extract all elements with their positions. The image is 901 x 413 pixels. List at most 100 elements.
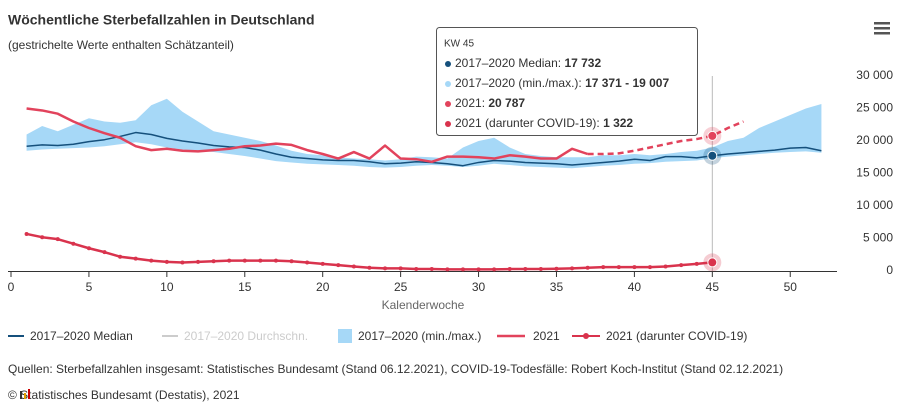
point-marker (554, 266, 559, 271)
tooltip-row: 2017–2020 Median: 17 732 (455, 56, 601, 70)
point-marker (55, 237, 60, 242)
point-marker (585, 265, 590, 270)
point-marker (211, 259, 216, 264)
point-marker (336, 263, 341, 268)
y-tick-label: 30 000 (856, 68, 893, 82)
x-tick-label: 15 (238, 280, 252, 294)
point-marker (71, 241, 76, 246)
point-marker (647, 265, 652, 270)
tooltip-dot (445, 61, 451, 67)
x-tick-label: 35 (550, 280, 564, 294)
x-tick-label: 45 (706, 280, 720, 294)
y-tick-label: 5 000 (863, 231, 893, 245)
point-marker (164, 259, 169, 264)
point-marker (24, 231, 29, 236)
series-line (26, 232, 713, 271)
x-tick-label: 50 (784, 280, 798, 294)
hover-point (707, 150, 718, 161)
x-tick-label: 10 (160, 280, 174, 294)
tooltip-value: 17 732 (564, 56, 601, 70)
point-marker (227, 258, 232, 263)
chart-subtitle: (gestrichelte Werte enthalten Schätzante… (8, 38, 234, 52)
x-tick-label: 30 (472, 280, 486, 294)
point-marker (429, 267, 434, 272)
point-marker (180, 260, 185, 265)
point-marker (570, 266, 575, 271)
point-marker (460, 267, 465, 272)
series-line (587, 120, 744, 156)
y-tick-label: 10 000 (856, 198, 893, 212)
x-tick-label: 5 (86, 280, 93, 294)
tooltip-label: 2017–2020 (min./max.): (455, 76, 585, 90)
point-marker (40, 235, 45, 240)
point-marker (102, 250, 107, 255)
y-tick-label: 25 000 (856, 101, 893, 115)
series-line (26, 131, 822, 167)
copyright: © Statistisches Bundesamt (Destatis), 20… (8, 388, 240, 402)
point-marker (632, 265, 637, 270)
menu-bar (874, 27, 890, 30)
tooltip-row: 2021: 20 787 (455, 96, 525, 110)
tooltip: KW 45 2017–2020 Median: 17 732 2017–2020 (… (436, 27, 698, 136)
x-axis-label: Kalenderwoche (382, 298, 465, 312)
tooltip-value: 17 371 - 19 007 (585, 76, 669, 90)
point-marker (414, 267, 419, 272)
point-marker (320, 261, 325, 266)
logo (20, 391, 22, 399)
point-marker (601, 265, 606, 270)
tooltip-row: 2017–2020 (min./max.): 17 371 - 19 007 (455, 76, 669, 90)
point-marker (663, 264, 668, 269)
legend-symbol (338, 329, 352, 343)
y-tick-label: 0 (886, 263, 893, 277)
menu-icon[interactable] (874, 22, 890, 35)
x-tick-label: 40 (628, 280, 642, 294)
x-tick-label: 25 (394, 280, 408, 294)
chart-title: Wöchentliche Sterbefallzahlen in Deutsch… (8, 12, 315, 28)
y-tick-label: 15 000 (856, 166, 893, 180)
tooltip-label: 2017–2020 Median: (455, 56, 564, 70)
range-area (26, 98, 822, 169)
tooltip-label: 2021 (darunter COVID-19): (455, 116, 603, 130)
tooltip-dot (445, 121, 451, 127)
hover-point (707, 130, 718, 141)
x-tick-label: 0 (8, 280, 15, 294)
tooltip-row: 2021 (darunter COVID-19): 1 322 (455, 116, 633, 130)
menu-bar (874, 32, 890, 35)
point-marker (492, 267, 497, 272)
point-marker (445, 267, 450, 272)
point-marker (118, 254, 123, 259)
point-marker (538, 267, 543, 272)
x-tick-label: 20 (316, 280, 330, 294)
y-tick-label: 20 000 (856, 133, 893, 147)
series-line (26, 107, 589, 164)
legend-label: 2021 (533, 329, 560, 343)
point-marker (86, 246, 91, 251)
point-marker (258, 258, 263, 263)
logo (28, 389, 30, 399)
point-marker (242, 258, 247, 263)
tooltip-dot (445, 81, 451, 87)
tooltip-label: 2021: (455, 96, 488, 110)
logo (24, 393, 26, 399)
point-marker (616, 265, 621, 270)
point-marker (507, 267, 512, 272)
legend-label: 2017–2020 (min./max.) (358, 329, 481, 343)
sources: Quellen: Sterbefallzahlen insgesamt: Sta… (8, 362, 783, 376)
point-marker (476, 267, 481, 272)
tooltip-value: 1 322 (603, 116, 633, 130)
point-marker (694, 261, 699, 266)
menu-bar (874, 22, 890, 25)
legend-symbol (583, 333, 589, 339)
tooltip-dot (445, 101, 451, 107)
legend-label: 2021 (darunter COVID-19) (606, 329, 747, 343)
point-marker (523, 267, 528, 272)
point-marker (383, 266, 388, 271)
point-marker (679, 263, 684, 268)
point-marker (273, 258, 278, 263)
point-marker (305, 260, 310, 265)
hover-point (707, 257, 718, 268)
point-marker (149, 258, 154, 263)
tooltip-value: 20 787 (488, 96, 525, 110)
legend-label: 2017–2020 Median (30, 329, 133, 343)
